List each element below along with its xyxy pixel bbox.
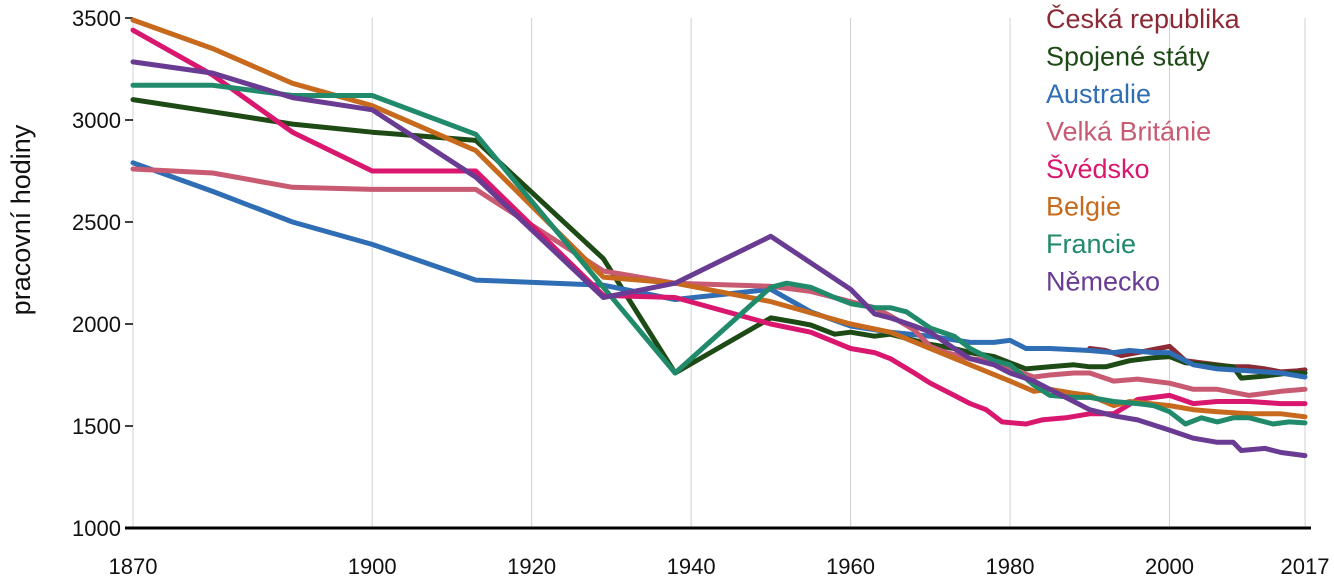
legend-entry-3: Australie [1046,79,1151,109]
x-tick-label-1920: 1920 [507,554,556,579]
series-line-8 [130,59,1308,459]
x-tick-label-2017: 2017 [1281,554,1330,579]
series-layer [130,17,1308,459]
legend-entry-5: Švédsko [1046,153,1150,184]
x-tick-label-1960: 1960 [826,554,875,579]
x-tick-label-1900: 1900 [348,554,397,579]
legend: Česká republika Spojené státy Australie Vel… [1046,3,1241,297]
x-tick-label-1980: 1980 [986,554,1035,579]
legend-entry-7: Francie [1046,229,1136,259]
y-tick-label-3000: 3000 [72,108,121,133]
y-tick-label-3500: 3500 [72,6,121,31]
legend-entry-1: Česká republika [1046,3,1241,34]
x-tick-label-2000: 2000 [1145,554,1194,579]
legend-entry-2: Spojené státy [1046,42,1210,72]
axis-layer: 1870 1900 1920 1940 1960 1980 2000 2017 1000 1500… [72,6,1329,579]
y-axis-label: pracovní hodiny [6,124,36,315]
y-tick-label-2500: 2500 [72,210,121,235]
series-line-7 [130,82,1308,427]
y-tick-label-2000: 2000 [72,312,121,337]
x-tick-label-1870: 1870 [109,554,158,579]
legend-entry-6: Belgie [1046,192,1121,222]
grid-layer [132,18,1306,528]
series-line-3 [130,160,1308,380]
series-line-6 [130,17,1308,420]
y-tick-label-1500: 1500 [72,414,121,439]
legend-entry-8: Německo [1046,267,1160,297]
legend-entry-4: Velká Británie [1046,117,1211,147]
x-tick-label-1940: 1940 [667,554,716,579]
y-tick-label-1000: 1000 [72,516,121,541]
